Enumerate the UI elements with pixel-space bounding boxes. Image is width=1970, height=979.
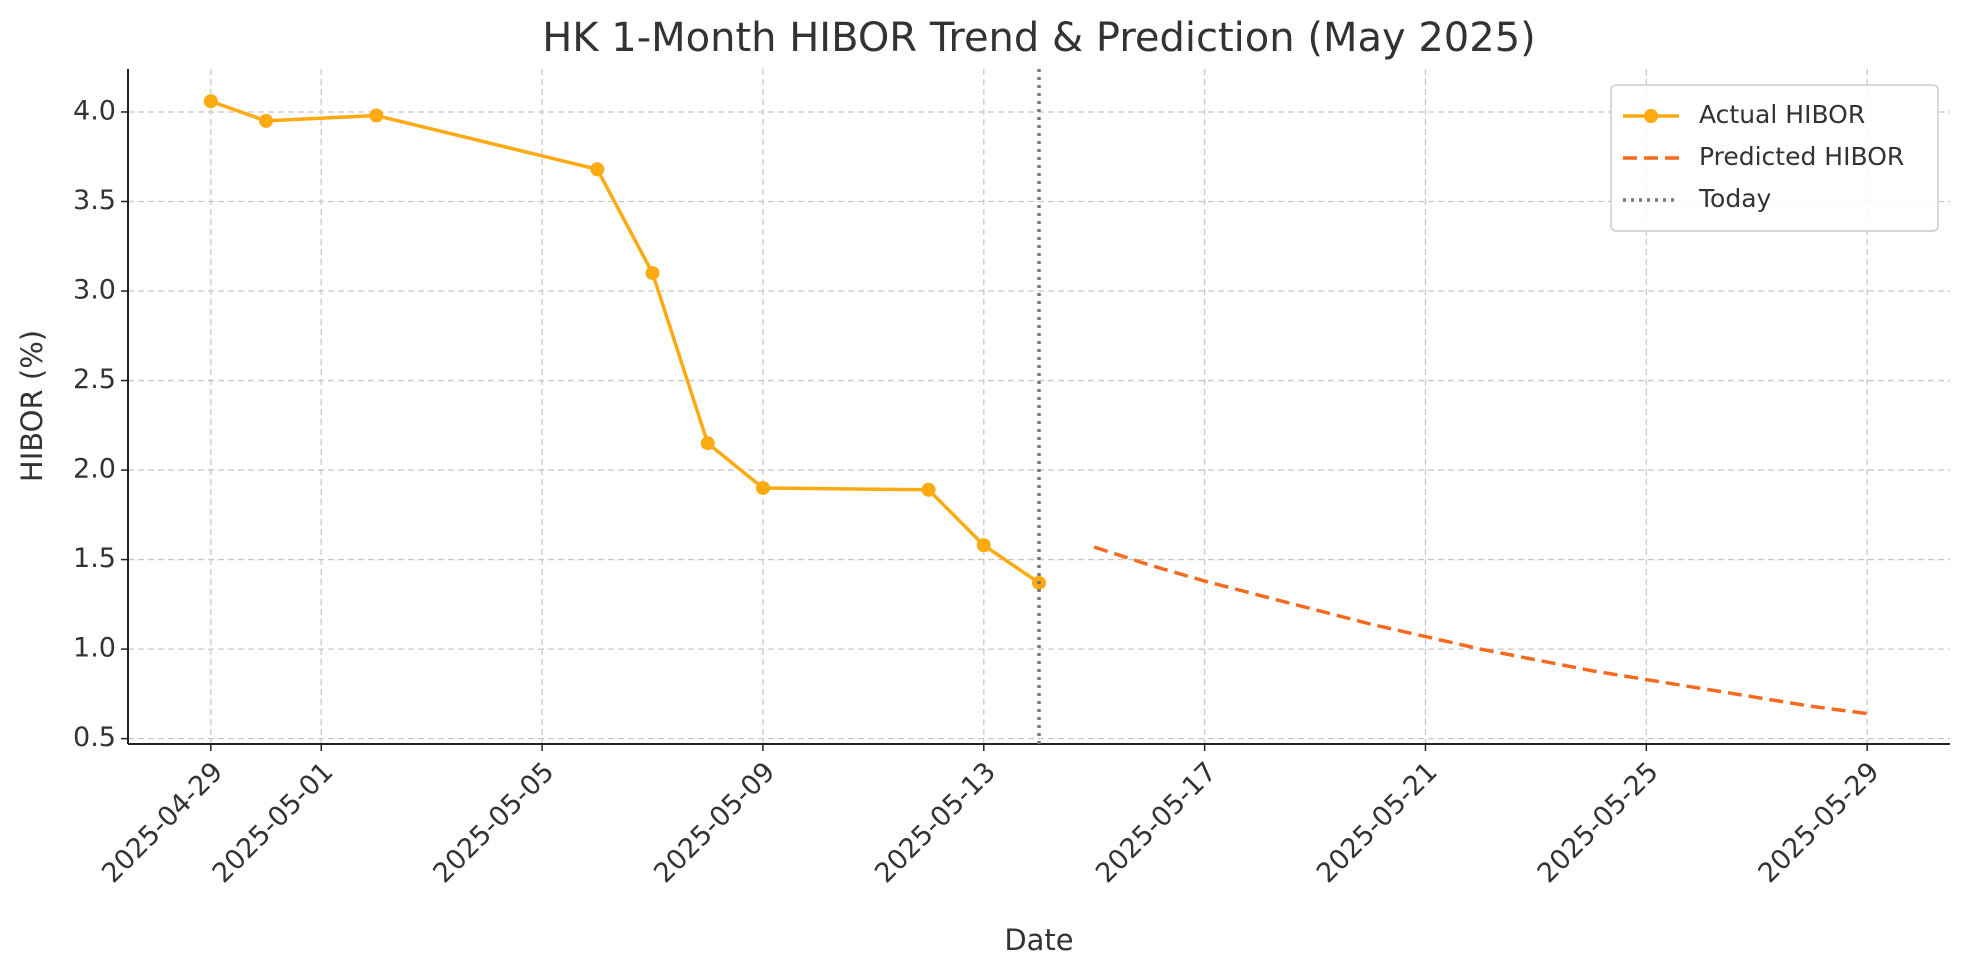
point (921, 482, 936, 497)
y-tick-label: 3.5 (73, 185, 116, 216)
x-tick-label: 2025-05-25 (1532, 756, 1665, 889)
y-tick-label: 2.5 (73, 364, 116, 395)
point (645, 266, 660, 281)
y-tick-label: 1.5 (73, 543, 116, 574)
legend-label: Actual HIBOR (1699, 100, 1865, 129)
x-tick-label: 2025-05-13 (869, 756, 1002, 889)
x-tick-label: 2025-05-29 (1753, 756, 1886, 889)
point (590, 162, 605, 177)
chart-title: HK 1-Month HIBOR Trend & Prediction (May… (542, 15, 1536, 61)
y-tick-label: 0.5 (73, 722, 116, 753)
legend-box (1610, 84, 1939, 232)
legend: Actual HIBOR Predicted HIBOR Today (1610, 84, 1939, 232)
point (369, 108, 384, 123)
x-axis-label: Date (1004, 923, 1073, 957)
y-tick-label: 1.0 (73, 633, 116, 664)
y-tick-label: 4.0 (73, 95, 116, 126)
point (203, 94, 218, 109)
point (259, 113, 274, 128)
legend-label: Today (1698, 184, 1772, 213)
x-tick-label: 2025-05-17 (1090, 756, 1223, 889)
point (755, 480, 770, 495)
legend-label: Predicted HIBOR (1699, 142, 1904, 171)
y-tick-label: 2.0 (73, 454, 116, 485)
series-line (1093, 545, 1868, 716)
legend-marker (1644, 109, 1658, 123)
x-tick-label: 2025-05-09 (648, 756, 781, 889)
y-axis-label: HIBOR (%) (15, 330, 49, 482)
x-tick-label: 2025-05-05 (427, 756, 560, 889)
y-tick-label: 3.0 (73, 275, 116, 306)
x-tick-label: 2025-05-21 (1311, 756, 1444, 889)
point (700, 436, 715, 451)
series-line (210, 99, 1040, 585)
point (976, 538, 991, 553)
